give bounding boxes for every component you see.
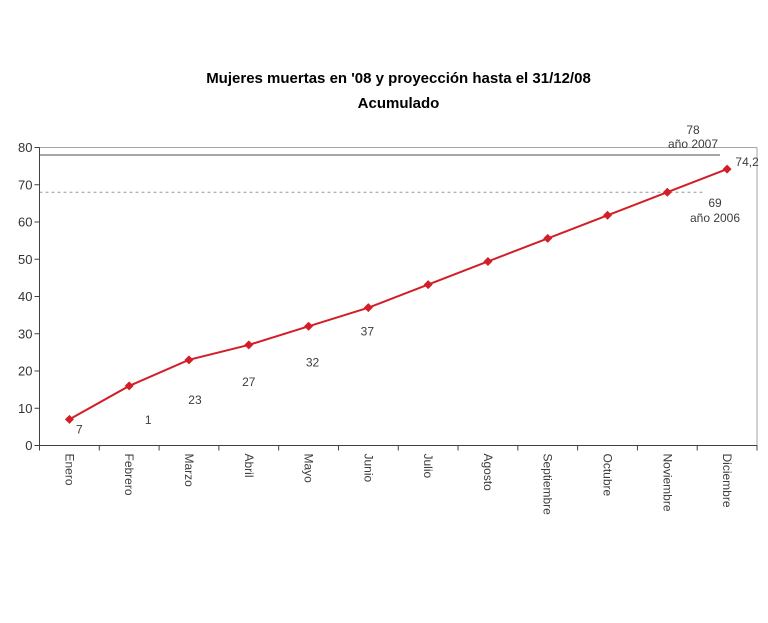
x-axis-category-label: Julio — [421, 454, 435, 479]
data-point-marker-Mayo — [304, 321, 314, 331]
x-axis-category-label: Agosto — [481, 454, 495, 492]
reference-label-value: 69 — [708, 196, 722, 210]
data-point-label-Junio: 37 — [361, 325, 375, 339]
reference-label-caption: año 2006 — [690, 211, 740, 225]
y-axis-tick-label: 80 — [18, 140, 32, 155]
y-axis-tick-label: 0 — [25, 438, 32, 453]
y-axis-tick-label: 30 — [18, 326, 32, 341]
y-axis-tick-label: 50 — [18, 252, 32, 267]
x-axis-category-label: Enero — [62, 454, 76, 486]
data-point-marker-Enero — [64, 414, 74, 424]
chart-title-line2: Acumulado — [357, 95, 440, 112]
x-axis-category-label: Noviembre — [660, 454, 674, 512]
data-point-marker-Abril — [244, 340, 254, 350]
reference-label-value: 78 — [686, 123, 700, 137]
data-point-marker-Junio — [363, 303, 373, 313]
data-point-marker-Marzo — [184, 355, 194, 365]
y-axis-tick-label: 70 — [18, 177, 32, 192]
data-point-label-Diciembre: 74,2 — [735, 155, 759, 169]
x-axis-category-label: Mayo — [302, 454, 316, 484]
x-axis-category-label: Febrero — [122, 454, 136, 496]
series-line — [68, 168, 728, 421]
x-axis-category-label: Diciembre — [720, 454, 734, 508]
x-axis-category-label: Septiembre — [541, 454, 555, 516]
y-axis-tick-label: 40 — [18, 289, 32, 304]
chart-title: Mujeres muertas en '08 y proyección hast… — [40, 66, 757, 116]
data-point-marker-Agosto — [483, 256, 493, 266]
x-axis-category-label: Junio — [361, 454, 375, 483]
data-point-marker-Noviembre — [662, 187, 672, 197]
data-point-marker-Julio — [423, 280, 433, 290]
y-axis-tick-label: 10 — [18, 401, 32, 416]
data-point-label-Mayo: 32 — [306, 355, 320, 369]
x-axis-category-label: Octubre — [601, 454, 615, 497]
x-axis-category-label: Abril — [242, 454, 256, 478]
data-point-marker-Octubre — [603, 210, 613, 220]
y-axis-tick-label: 60 — [18, 215, 32, 230]
reference-label-caption: año 2007 — [668, 137, 718, 151]
data-point-label-Febrero: 1 — [145, 413, 152, 427]
x-axis-category-label: Marzo — [182, 454, 196, 488]
y-axis-tick-label: 20 — [18, 364, 32, 379]
data-point-marker-Diciembre — [722, 164, 732, 174]
data-point-label-Enero: 7 — [76, 422, 83, 436]
data-point-label-Abril: 27 — [242, 375, 256, 389]
data-point-marker-Febrero — [124, 381, 134, 391]
data-point-label-Marzo: 23 — [188, 393, 202, 407]
chart-title-line1: Mujeres muertas en '08 y proyección hast… — [206, 70, 591, 87]
data-point-marker-Septiembre — [543, 233, 553, 243]
